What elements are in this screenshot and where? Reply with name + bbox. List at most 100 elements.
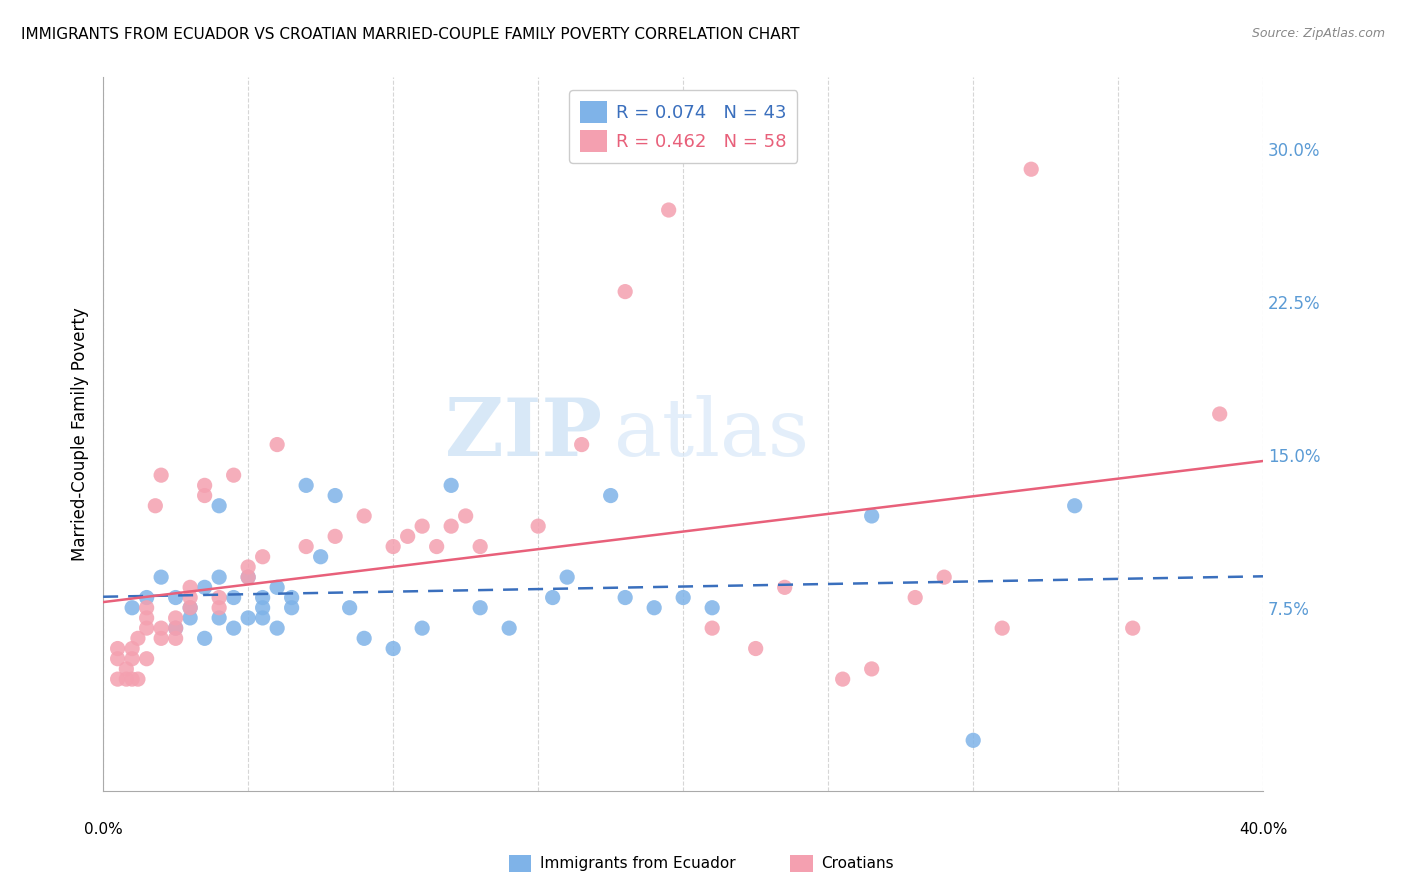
Point xyxy=(236,570,259,584)
Point xyxy=(672,591,695,605)
Point xyxy=(150,621,173,635)
Point xyxy=(382,641,405,656)
Point xyxy=(860,508,883,523)
Point xyxy=(208,570,231,584)
Point xyxy=(107,651,129,665)
Point xyxy=(934,570,956,584)
Text: 40.0%: 40.0% xyxy=(1239,822,1288,837)
Point xyxy=(194,478,217,492)
Point xyxy=(498,621,520,635)
Point xyxy=(440,478,463,492)
Point xyxy=(165,591,187,605)
Point xyxy=(252,611,274,625)
Text: ZIP: ZIP xyxy=(444,395,602,474)
Point xyxy=(115,662,138,676)
Point xyxy=(165,621,187,635)
Point xyxy=(222,468,245,483)
Point xyxy=(179,611,201,625)
Point xyxy=(194,632,217,646)
Point xyxy=(127,672,149,686)
Point xyxy=(236,560,259,574)
Point xyxy=(236,611,259,625)
Point xyxy=(194,580,217,594)
Text: 0.0%: 0.0% xyxy=(84,822,122,837)
Text: Croatians: Croatians xyxy=(821,856,894,871)
Point xyxy=(555,570,578,584)
Point xyxy=(353,632,375,646)
Point xyxy=(571,437,593,451)
Point xyxy=(150,570,173,584)
Point xyxy=(1209,407,1232,421)
Point xyxy=(208,611,231,625)
Point xyxy=(107,672,129,686)
Point xyxy=(194,489,217,503)
Point xyxy=(440,519,463,533)
Text: atlas: atlas xyxy=(613,395,808,474)
Point xyxy=(527,519,550,533)
Point xyxy=(252,549,274,564)
Point xyxy=(266,621,288,635)
Point xyxy=(1122,621,1144,635)
Point xyxy=(904,591,927,605)
Point xyxy=(396,529,419,543)
Point xyxy=(411,621,433,635)
Point xyxy=(614,591,637,605)
Point xyxy=(323,529,346,543)
Point xyxy=(280,591,302,605)
Point xyxy=(353,508,375,523)
Point xyxy=(382,540,405,554)
Point xyxy=(426,540,449,554)
Point xyxy=(295,540,318,554)
Point xyxy=(614,285,637,299)
Point xyxy=(309,549,332,564)
Point xyxy=(165,621,187,635)
Legend: R = 0.074   N = 43, R = 0.462   N = 58: R = 0.074 N = 43, R = 0.462 N = 58 xyxy=(569,90,797,163)
Point xyxy=(643,600,665,615)
Point xyxy=(208,600,231,615)
Point xyxy=(179,591,201,605)
Point xyxy=(541,591,564,605)
Point xyxy=(179,600,201,615)
Text: IMMIGRANTS FROM ECUADOR VS CROATIAN MARRIED-COUPLE FAMILY POVERTY CORRELATION CH: IMMIGRANTS FROM ECUADOR VS CROATIAN MARR… xyxy=(21,27,800,42)
Point xyxy=(121,600,143,615)
Point xyxy=(702,600,724,615)
Point xyxy=(252,591,274,605)
Point xyxy=(165,611,187,625)
Point xyxy=(860,662,883,676)
Point xyxy=(107,641,129,656)
Point xyxy=(599,489,621,503)
Point xyxy=(208,591,231,605)
Point xyxy=(773,580,796,594)
Point xyxy=(411,519,433,533)
Point xyxy=(135,621,157,635)
Point xyxy=(454,508,477,523)
Point xyxy=(121,672,143,686)
Point xyxy=(208,499,231,513)
Point xyxy=(280,600,302,615)
Point xyxy=(831,672,853,686)
Point xyxy=(266,437,288,451)
Point xyxy=(1063,499,1085,513)
Point xyxy=(121,651,143,665)
Point xyxy=(339,600,361,615)
Point xyxy=(470,600,492,615)
Point xyxy=(236,570,259,584)
Point xyxy=(658,202,681,217)
Point xyxy=(165,632,187,646)
Point xyxy=(222,621,245,635)
Point xyxy=(702,621,724,635)
Point xyxy=(295,478,318,492)
Text: Immigrants from Ecuador: Immigrants from Ecuador xyxy=(540,856,735,871)
Point xyxy=(127,632,149,646)
Point xyxy=(962,733,984,747)
Point xyxy=(143,499,166,513)
Point xyxy=(135,611,157,625)
Point xyxy=(150,468,173,483)
Point xyxy=(135,591,157,605)
Point xyxy=(179,600,201,615)
Point xyxy=(252,600,274,615)
Point xyxy=(991,621,1014,635)
Point xyxy=(121,641,143,656)
Point xyxy=(266,580,288,594)
Point xyxy=(744,641,766,656)
